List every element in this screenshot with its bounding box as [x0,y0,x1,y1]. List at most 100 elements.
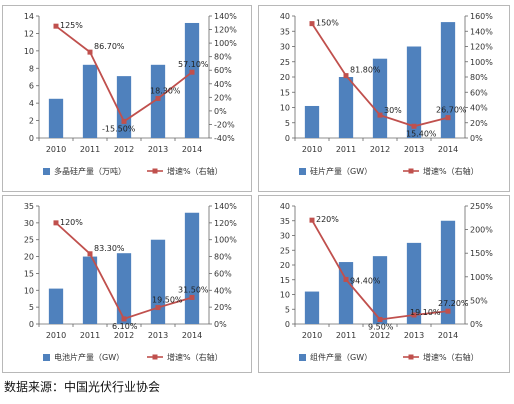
bar [406,242,422,324]
bar [372,256,388,324]
chart-panel-wafer: 0 5 10 15 20 25 30 35 40 0% 20% 40% 60% 80% 100% 120% 14… [258,5,510,192]
y-tick-label: 5 [29,303,34,312]
x-tick-label: 2011 [336,145,356,154]
legend-line-marker [152,168,158,174]
y-tick-label: 40 [280,202,290,211]
x-tick-label: 2013 [148,331,168,340]
y2-tick-label: 40% [214,80,232,89]
y-tick-label: 2 [29,117,34,126]
chart-panel-cell: 0 5 10 15 20 25 30 35 0% 20% 40% 60% 80% 100% 120% 140%… [2,195,252,373]
y-tick-label: 25 [280,58,290,67]
bar [304,105,320,138]
y2-tick-label: 100% [470,58,493,67]
y2-tick-label: 80% [214,53,232,62]
growth-point [87,251,93,257]
y2-tick-label: 140% [214,12,237,21]
growth-point [155,305,161,311]
data-label: 27.20% [438,299,469,308]
y2-tick-label: 20% [470,119,488,128]
chart-svg: 0 5 10 15 20 25 30 35 40 0% 20% 40% 60% 80% 100% 120% 14… [280,12,493,176]
y2-tick-label: 0% [470,134,483,143]
source-note: 数据来源：中国光伏行业协会 [4,380,161,394]
legend-bar-label: 多晶硅产量（万吨） [54,166,126,176]
data-label: 30% [384,106,402,115]
bar [150,239,166,324]
bar [440,22,456,139]
y2-tick-label: 150% [470,249,493,258]
data-label: 15.40% [406,129,437,138]
y-tick-label: 15 [24,269,34,278]
x-tick-label: 2010 [46,331,66,340]
growth-point [53,23,59,29]
y-tick-label: 5 [285,119,290,128]
y2-tick-label: 0% [214,107,227,116]
y2-tick-label: 80% [214,253,232,262]
y-tick-label: 8 [29,64,34,73]
x-tick-label: 2012 [370,145,390,154]
x-tick-label: 2011 [80,331,100,340]
data-label: 150% [316,19,339,28]
x-tick-label: 2011 [336,331,356,340]
growth-point [411,123,417,129]
growth-point [155,95,161,101]
chart-svg: 0 2 4 6 8 10 12 14 -40% -20% 0% 20% 40% 60% 80% 100% 120… [24,12,237,176]
bar [304,291,320,324]
data-label: 125% [60,21,83,30]
y2-tick-label: 100% [470,273,493,282]
y2-tick-label: 50% [470,296,488,305]
y2-tick-label: 100% [214,39,237,48]
legend-line-label: 增速%（右轴） [423,352,479,362]
data-label: 220% [316,215,339,224]
y-tick-label: 35 [280,27,290,36]
x-tick-label: 2010 [302,331,322,340]
growth-point [189,69,195,75]
bar [48,288,64,324]
data-label: 120% [60,218,83,227]
y-tick-label: 20 [24,253,34,262]
y2-tick-label: 140% [470,27,493,36]
y-tick-label: 0 [285,320,290,329]
x-tick-label: 2013 [148,145,168,154]
y-tick-label: 6 [29,82,34,91]
y-tick-label: 0 [285,134,290,143]
y2-tick-label: 20% [214,93,232,102]
chart-svg: 0 5 10 15 20 25 30 35 40 0% 50% 100% 150% 200% 250% 201… [280,202,493,362]
data-label: -15.50% [102,124,136,133]
y-tick-label: 10 [280,291,290,300]
data-label: 19.10% [410,308,441,317]
y-tick-label: 40 [280,12,290,21]
y2-tick-label: 60% [470,88,488,97]
x-tick-label: 2014 [438,331,458,340]
y-tick-label: 25 [280,246,290,255]
bar [150,64,166,138]
y2-tick-label: -40% [214,134,235,143]
legend-bar-swatch [299,168,306,175]
bar [406,46,422,138]
legend-bar-label: 电池片产量（GW） [54,352,124,362]
legend-bar-label: 硅片产量（GW） [310,166,372,176]
y-tick-label: 25 [24,236,34,245]
y-tick-label: 0 [29,134,34,143]
y2-tick-label: 60% [214,269,232,278]
legend-bar-swatch [43,168,50,175]
y2-tick-label: 140% [214,202,237,211]
bar [440,220,456,324]
bar [82,256,98,324]
bar [82,64,98,138]
y2-tick-label: 100% [214,236,237,245]
growth-point [189,294,195,300]
data-label: 57.10% [178,60,209,69]
growth-point [377,112,383,118]
x-tick-label: 2014 [182,145,202,154]
y2-tick-label: 120% [214,26,237,35]
growth-point [343,276,349,282]
y-tick-label: 4 [29,99,34,108]
y-tick-label: 30 [280,232,290,241]
y2-tick-label: 120% [470,43,493,52]
data-label: 19.50% [152,296,183,305]
y-tick-label: 20 [280,261,290,270]
growth-point [53,220,59,226]
data-label: 86.70% [94,42,125,51]
bar [372,58,388,139]
data-label: 26.70% [436,106,467,115]
